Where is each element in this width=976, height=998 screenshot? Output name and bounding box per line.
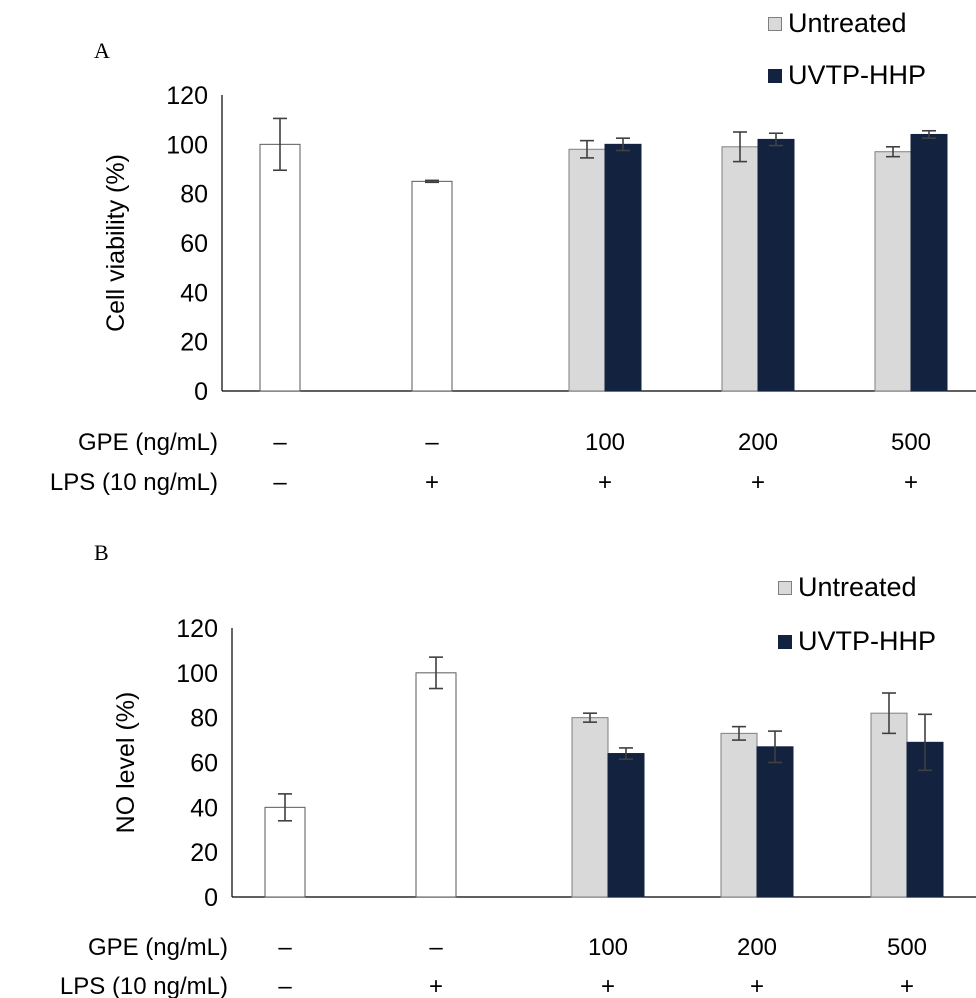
chart-b-plot: 0 20 40 60 80 100 120 NO level (%) GPE (ng/mL) LP…	[60, 615, 976, 998]
legend-item-uvtp-hhp: UVTP-HHP	[778, 626, 936, 657]
y-tick-label: 100	[176, 660, 218, 688]
control-bar	[415, 672, 457, 898]
panel-letter: B	[94, 540, 109, 565]
bar-untreated	[568, 148, 606, 392]
y-axis-label: NO level (%)	[112, 692, 140, 834]
gpe-value: –	[273, 429, 287, 456]
lps-value: +	[751, 469, 765, 496]
legend-item-untreated: Untreated	[768, 8, 907, 39]
lps-value: +	[598, 469, 612, 496]
panel-b: B Untreated UVTP-HHP 0 20 40 60 80 100 120 NO l…	[0, 510, 976, 998]
y-tick-label: 80	[180, 181, 208, 209]
bar-uvtp-hhp	[607, 753, 645, 898]
chart-a-plot: 0 20 40 60 80 100 120 Cell viability (%) GPE (ng…	[50, 82, 976, 496]
gpe-row-label: GPE (ng/mL)	[88, 934, 228, 961]
lps-value: +	[900, 973, 914, 998]
lps-value: +	[904, 469, 918, 496]
legend-swatch-uvtp-hhp	[768, 68, 782, 83]
bar-untreated	[721, 146, 759, 392]
gpe-value: –	[425, 429, 439, 456]
legend-item-uvtp-hhp: UVTP-HHP	[768, 60, 926, 91]
lps-value: –	[278, 973, 292, 998]
y-tick-label: 0	[204, 884, 218, 912]
lps-value: +	[429, 973, 443, 998]
y-tick-label: 20	[180, 329, 208, 357]
bar-uvtp-hhp	[757, 138, 795, 392]
y-tick-label: 80	[190, 705, 218, 733]
bar-uvtp-hhp	[910, 133, 948, 392]
legend: Untreated UVTP-HHP	[0, 510, 976, 680]
gpe-value: 200	[738, 429, 778, 456]
legend-item-untreated: Untreated	[778, 572, 917, 603]
lps-value: +	[601, 973, 615, 998]
gpe-value: 100	[585, 429, 625, 456]
legend-label-uvtp-hhp: UVTP-HHP	[788, 60, 927, 90]
gpe-value: 100	[588, 934, 628, 961]
gpe-value: –	[278, 934, 292, 961]
bar-untreated	[870, 712, 908, 898]
control-bar	[259, 143, 301, 392]
bar-uvtp-hhp	[604, 143, 642, 392]
y-tick-label: 60	[180, 230, 208, 258]
lps-value: –	[273, 469, 287, 496]
lps-row-label: LPS (10 ng/mL)	[50, 469, 218, 496]
lps-value: +	[425, 469, 439, 496]
y-tick-label: 100	[166, 131, 208, 159]
lps-value: +	[750, 973, 764, 998]
legend-swatch-untreated	[778, 580, 792, 595]
legend-swatch-untreated	[768, 16, 782, 31]
y-tick-label: 60	[190, 750, 218, 778]
gpe-value: –	[429, 934, 443, 961]
lps-row-label: LPS (10 ng/mL)	[60, 973, 228, 998]
gpe-value: 500	[891, 429, 931, 456]
control-bar	[264, 806, 306, 898]
bar-untreated	[571, 717, 609, 898]
gpe-value: 500	[887, 934, 927, 961]
bar-uvtp-hhp	[756, 746, 794, 898]
legend-label-untreated: Untreated	[788, 8, 907, 38]
gpe-value: 200	[737, 934, 777, 961]
panel-a: A Untreated UVTP-HHP 0 20 40 60 80 100 120 Cell…	[0, 0, 976, 496]
y-tick-label: 120	[166, 82, 208, 110]
legend: Untreated UVTP-HHP	[0, 0, 976, 110]
y-tick-label: 120	[176, 615, 218, 643]
bar-untreated	[874, 151, 912, 392]
legend-label-untreated: Untreated	[798, 572, 917, 602]
y-axis-label: Cell viability (%)	[102, 154, 130, 332]
gpe-row-label: GPE (ng/mL)	[78, 429, 218, 456]
y-tick-label: 0	[194, 378, 208, 406]
y-tick-label: 40	[180, 279, 208, 307]
y-tick-label: 40	[190, 794, 218, 822]
legend-label-uvtp-hhp: UVTP-HHP	[798, 626, 937, 656]
panel-letter: A	[94, 38, 110, 63]
y-tick-label: 20	[190, 839, 218, 867]
legend-swatch-uvtp-hhp	[778, 634, 792, 649]
bar-untreated	[720, 732, 758, 898]
control-bar	[411, 180, 453, 392]
